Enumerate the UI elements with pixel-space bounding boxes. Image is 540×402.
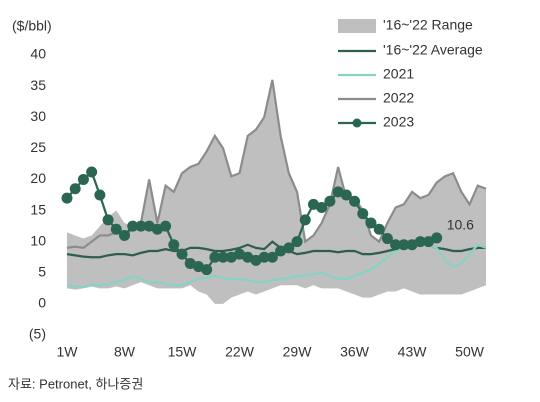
x-tick-label: 1W — [57, 344, 79, 360]
data-point — [266, 251, 278, 263]
data-point — [316, 201, 328, 213]
data-point — [127, 220, 139, 232]
data-point — [349, 195, 361, 207]
data-point — [373, 223, 385, 235]
data-point — [119, 229, 131, 241]
y-tick-label: 35 — [30, 77, 46, 93]
data-point — [258, 251, 270, 263]
data-point — [69, 183, 81, 195]
data-point — [61, 192, 73, 204]
data-point — [390, 239, 402, 251]
y-tick-label: 5 — [38, 263, 46, 279]
y-axis-label: ($/bbl) — [12, 18, 52, 34]
legend-label: '16~'22 Average — [383, 42, 483, 58]
y-tick-label: 0 — [38, 295, 46, 311]
source-note: 자료: Petronet, 하나증권 — [8, 376, 143, 391]
y-tick-label: 20 — [30, 170, 46, 186]
data-point — [431, 232, 443, 244]
data-point — [110, 223, 122, 235]
data-label: 10.6 — [447, 217, 474, 233]
y-tick-label: 25 — [30, 139, 46, 155]
legend-label: 2021 — [383, 66, 414, 82]
legend-label: '16~'22 Range — [383, 17, 473, 33]
y-tick-label: 15 — [30, 201, 46, 217]
data-point — [422, 236, 434, 248]
data-point — [160, 220, 172, 232]
y-tick-label: (5) — [29, 326, 46, 342]
y-tick-label: 40 — [30, 46, 46, 62]
data-point — [357, 208, 369, 220]
x-tick-label: 43W — [398, 344, 428, 360]
legend-label: 2022 — [383, 90, 414, 106]
data-point — [217, 251, 229, 263]
data-point — [324, 195, 336, 207]
data-point — [102, 214, 114, 226]
data-point — [94, 189, 106, 201]
legend-label: 2023 — [383, 114, 414, 130]
y-tick-label: 10 — [30, 232, 46, 248]
data-point — [201, 264, 213, 276]
y-tick-label: 30 — [30, 108, 46, 124]
data-point — [77, 173, 89, 185]
legend-marker — [352, 118, 362, 128]
legend-swatch — [338, 19, 376, 33]
data-point — [135, 220, 147, 232]
x-tick-label: 15W — [168, 344, 198, 360]
data-point — [414, 236, 426, 248]
data-point — [365, 217, 377, 229]
x-tick-label: 29W — [283, 344, 313, 360]
data-point — [86, 166, 98, 178]
x-tick-label: 8W — [114, 344, 136, 360]
data-point — [398, 239, 410, 251]
data-point — [381, 233, 393, 245]
data-point — [291, 236, 303, 248]
data-point — [168, 239, 180, 251]
x-tick-label: 36W — [340, 344, 370, 360]
data-point — [209, 251, 221, 263]
data-point — [340, 189, 352, 201]
data-point — [299, 214, 311, 226]
data-point — [176, 248, 188, 260]
data-point — [283, 242, 295, 254]
x-tick-label: 50W — [455, 344, 485, 360]
x-tick-label: 22W — [225, 344, 255, 360]
